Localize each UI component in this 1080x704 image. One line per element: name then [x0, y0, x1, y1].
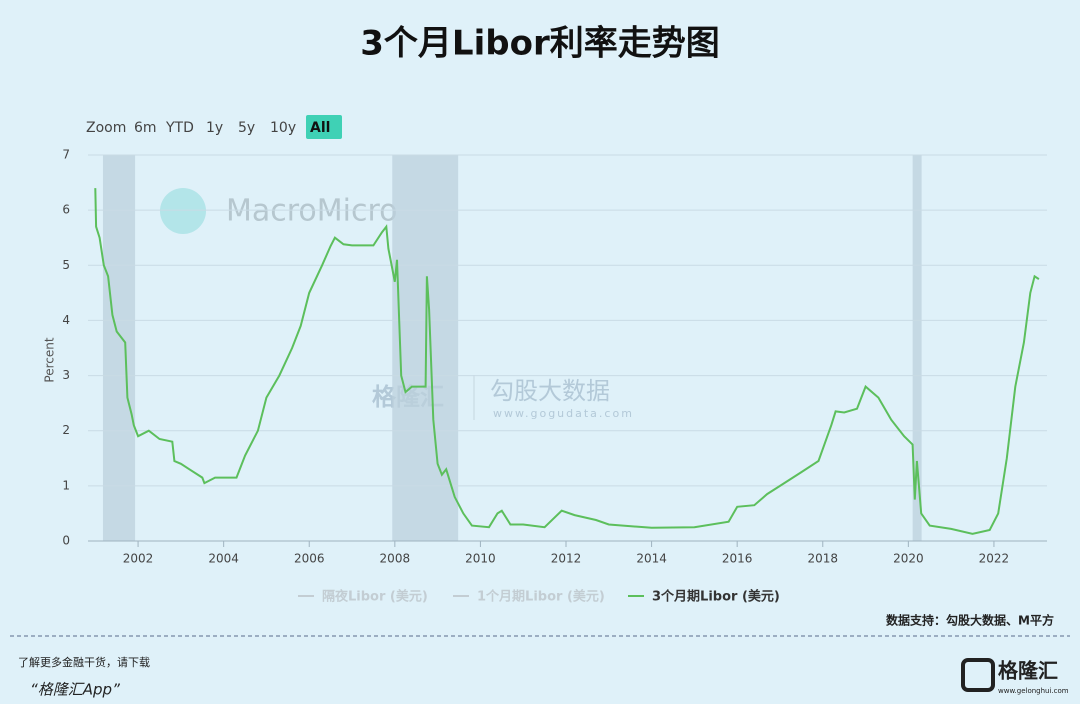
shaded-range: [102, 155, 136, 541]
watermark: 勾股大数据: [490, 377, 610, 405]
y-tick-label: 1: [62, 478, 70, 492]
watermark-icon: [160, 188, 206, 234]
logo-icon: [961, 658, 995, 692]
y-tick-label: 6: [62, 203, 70, 217]
y-axis-label: Percent: [43, 337, 57, 382]
footer-text: 了解更多金融干货，请下载: [18, 655, 150, 669]
range-button[interactable]: YTD: [165, 120, 194, 136]
watermark: www.gogudata.com: [493, 407, 634, 420]
y-tick-label: 7: [62, 148, 70, 162]
watermark: MacroMicro: [226, 194, 398, 229]
y-tick-label: 0: [62, 534, 70, 548]
x-tick-label: 2002: [123, 552, 154, 566]
source: 数据支持：勾股大数据、M平方: [886, 613, 1054, 628]
x-tick-label: 2010: [465, 552, 496, 566]
legend-label[interactable]: 隔夜Libor (美元): [322, 589, 428, 605]
y-tick-label: 5: [62, 258, 70, 272]
x-tick-label: 2016: [722, 552, 753, 566]
legend-label[interactable]: 1个月期Libor (美元): [477, 589, 605, 605]
range-button[interactable]: 5y: [238, 120, 255, 136]
y-tick-label: 3: [62, 368, 70, 382]
x-tick-label: 2006: [294, 552, 325, 566]
chart-title: 3个月Libor利率走势图: [360, 24, 719, 64]
x-tick-label: 2008: [380, 552, 411, 566]
range-button[interactable]: 10y: [270, 120, 296, 136]
zoom-label: Zoom: [86, 120, 126, 136]
y-tick-label: 4: [62, 313, 70, 327]
x-tick-label: 2014: [636, 552, 667, 566]
x-tick-label: 2020: [893, 552, 924, 566]
range-button[interactable]: 6m: [134, 120, 157, 136]
legend-label[interactable]: 3个月期Libor (美元): [652, 589, 780, 605]
logo-url: www.gelonghui.com: [998, 687, 1069, 695]
series-line: [94, 188, 1040, 535]
range-button[interactable]: 1y: [206, 120, 223, 136]
footer-text: “格隆汇App”: [30, 681, 120, 699]
x-tick-label: 2004: [208, 552, 239, 566]
logo: 格隆汇: [998, 659, 1058, 683]
shaded-range: [912, 155, 922, 541]
x-tick-label: 2022: [979, 552, 1010, 566]
x-tick-label: 2012: [551, 552, 582, 566]
range-button[interactable]: All: [310, 120, 330, 136]
x-tick-label: 2018: [807, 552, 838, 566]
y-tick-label: 2: [62, 423, 70, 437]
range-button-bg[interactable]: [306, 115, 342, 139]
